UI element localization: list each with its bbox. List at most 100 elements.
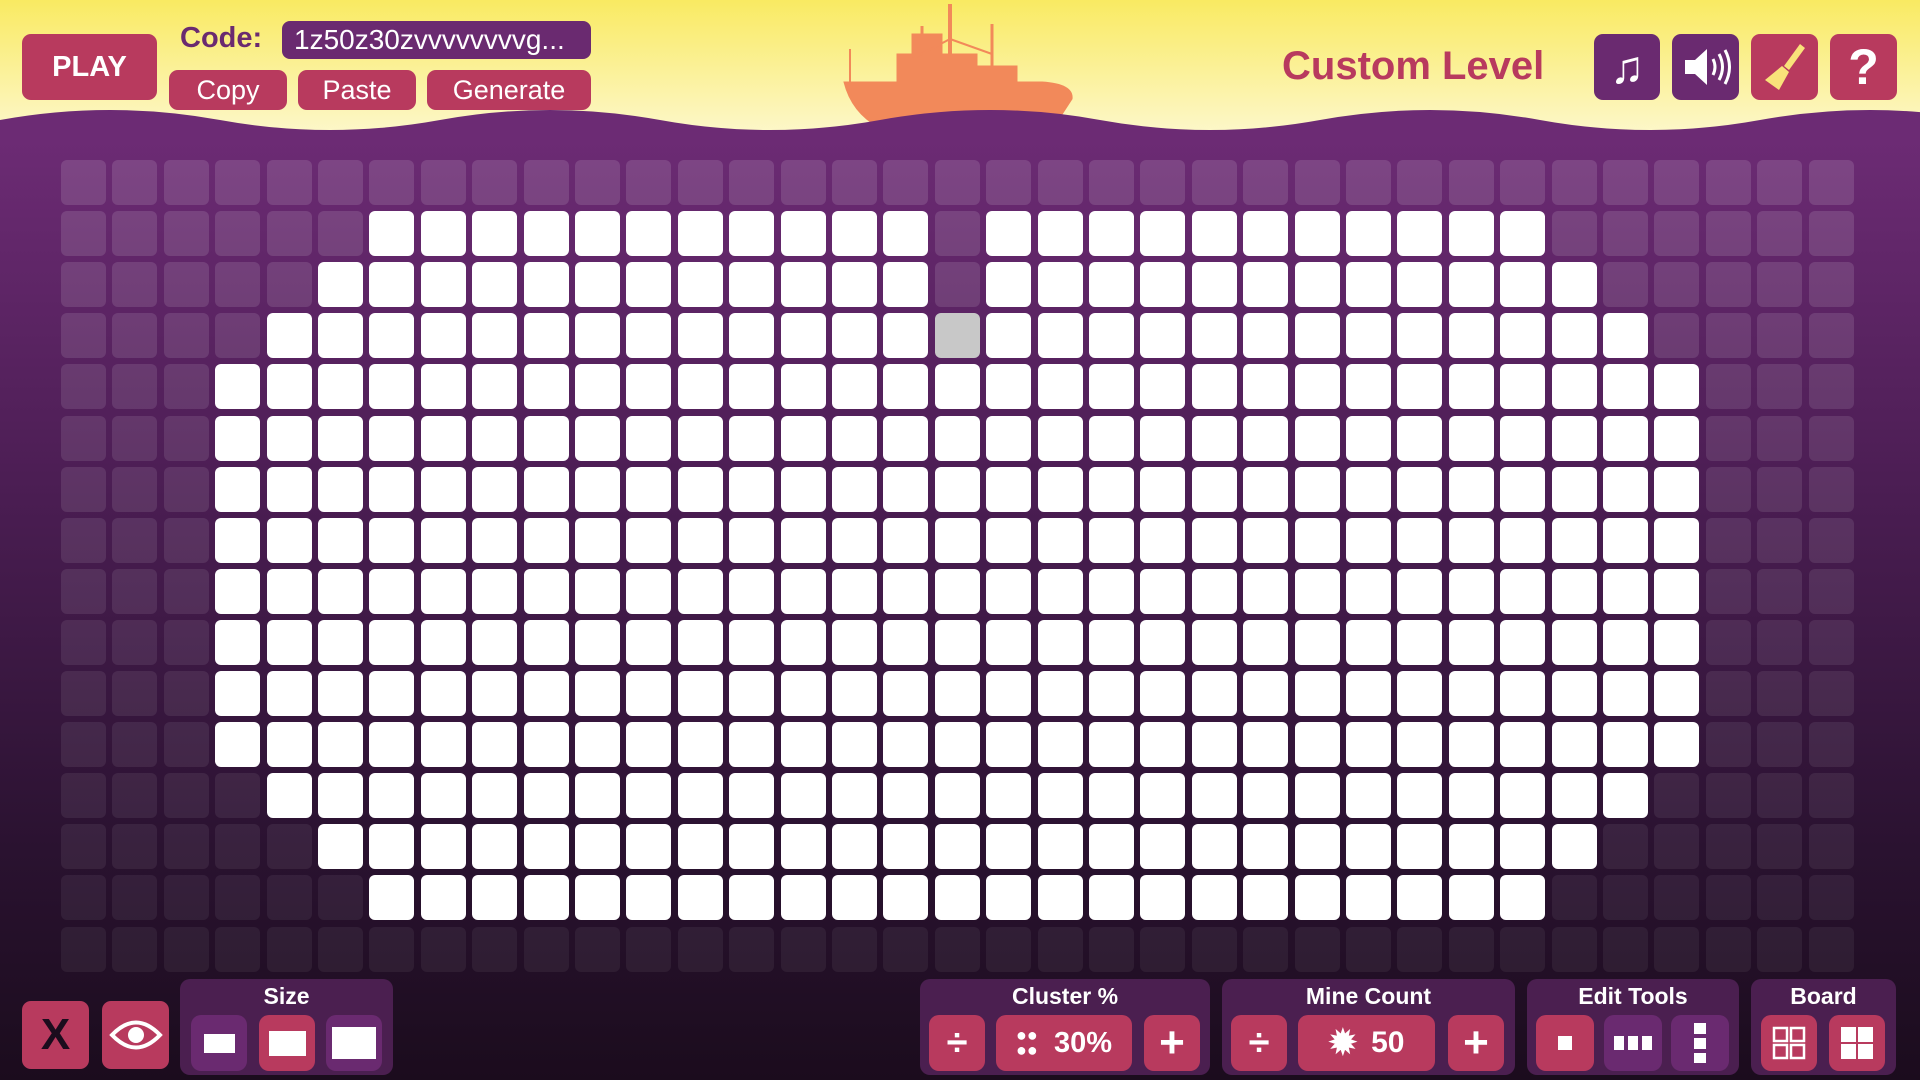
empty-cell[interactable] bbox=[1757, 722, 1803, 768]
active-cell[interactable] bbox=[318, 517, 363, 563]
active-cell[interactable] bbox=[1243, 466, 1289, 512]
active-cell[interactable] bbox=[1397, 773, 1443, 819]
active-cell[interactable] bbox=[472, 364, 518, 410]
active-cell[interactable] bbox=[1397, 364, 1443, 410]
empty-cell[interactable] bbox=[1705, 773, 1751, 819]
empty-cell[interactable] bbox=[1705, 671, 1751, 716]
active-cell[interactable] bbox=[729, 773, 775, 819]
empty-cell[interactable] bbox=[1346, 160, 1391, 205]
empty-cell[interactable] bbox=[215, 160, 261, 205]
empty-cell[interactable] bbox=[112, 262, 158, 308]
empty-cell[interactable] bbox=[523, 160, 569, 205]
active-cell[interactable] bbox=[1191, 671, 1237, 716]
empty-cell[interactable] bbox=[1808, 313, 1854, 359]
active-cell[interactable] bbox=[1089, 671, 1134, 716]
brush-button[interactable] bbox=[1751, 34, 1818, 100]
active-cell[interactable] bbox=[986, 568, 1032, 614]
active-cell[interactable] bbox=[318, 671, 363, 716]
empty-cell[interactable] bbox=[61, 466, 106, 512]
empty-cell[interactable] bbox=[1243, 160, 1289, 205]
active-cell[interactable] bbox=[575, 415, 620, 461]
active-cell[interactable] bbox=[420, 262, 466, 308]
empty-cell[interactable] bbox=[61, 926, 106, 972]
mine-decrease-button[interactable]: ÷ bbox=[1231, 1015, 1287, 1071]
active-cell[interactable] bbox=[420, 568, 466, 614]
active-cell[interactable] bbox=[1191, 415, 1237, 461]
active-cell[interactable] bbox=[318, 773, 363, 819]
active-cell[interactable] bbox=[215, 466, 261, 512]
active-cell[interactable] bbox=[369, 211, 415, 257]
active-cell[interactable] bbox=[883, 211, 929, 257]
active-cell[interactable] bbox=[1191, 619, 1237, 665]
active-cell[interactable] bbox=[780, 364, 826, 410]
empty-cell[interactable] bbox=[61, 722, 106, 768]
empty-cell[interactable] bbox=[1654, 824, 1700, 870]
empty-cell[interactable] bbox=[112, 773, 158, 819]
empty-cell[interactable] bbox=[1705, 568, 1751, 614]
empty-cell[interactable] bbox=[1397, 160, 1443, 205]
active-cell[interactable] bbox=[1140, 517, 1186, 563]
active-cell[interactable] bbox=[1191, 364, 1237, 410]
active-cell[interactable] bbox=[883, 313, 929, 359]
empty-cell[interactable] bbox=[163, 875, 209, 921]
empty-cell[interactable] bbox=[163, 466, 209, 512]
size-large-button[interactable] bbox=[326, 1015, 382, 1071]
empty-cell[interactable] bbox=[986, 160, 1032, 205]
active-cell[interactable] bbox=[780, 415, 826, 461]
empty-cell[interactable] bbox=[318, 875, 363, 921]
active-cell[interactable] bbox=[420, 517, 466, 563]
empty-cell[interactable] bbox=[1705, 824, 1751, 870]
active-cell[interactable] bbox=[986, 517, 1032, 563]
active-cell[interactable] bbox=[1037, 517, 1083, 563]
active-cell[interactable] bbox=[1346, 875, 1391, 921]
active-cell[interactable] bbox=[1346, 517, 1391, 563]
active-cell[interactable] bbox=[1243, 262, 1289, 308]
active-cell[interactable] bbox=[1654, 517, 1700, 563]
empty-cell[interactable] bbox=[1500, 160, 1546, 205]
active-cell[interactable] bbox=[1500, 313, 1546, 359]
active-cell[interactable] bbox=[677, 262, 723, 308]
active-cell[interactable] bbox=[883, 466, 929, 512]
active-cell[interactable] bbox=[1089, 364, 1134, 410]
active-cell[interactable] bbox=[318, 722, 363, 768]
active-cell[interactable] bbox=[832, 364, 877, 410]
active-cell[interactable] bbox=[215, 415, 261, 461]
active-cell[interactable] bbox=[677, 568, 723, 614]
active-cell[interactable] bbox=[934, 466, 980, 512]
empty-cell[interactable] bbox=[1808, 364, 1854, 410]
empty-cell[interactable] bbox=[1191, 926, 1237, 972]
empty-cell[interactable] bbox=[215, 262, 261, 308]
empty-cell[interactable] bbox=[1808, 926, 1854, 972]
empty-cell[interactable] bbox=[1808, 824, 1854, 870]
active-cell[interactable] bbox=[1089, 211, 1134, 257]
empty-cell[interactable] bbox=[163, 262, 209, 308]
active-cell[interactable] bbox=[1037, 313, 1083, 359]
empty-cell[interactable] bbox=[1757, 262, 1803, 308]
empty-cell[interactable] bbox=[266, 262, 312, 308]
empty-cell[interactable] bbox=[1808, 722, 1854, 768]
active-cell[interactable] bbox=[1603, 313, 1648, 359]
active-cell[interactable] bbox=[832, 568, 877, 614]
active-cell[interactable] bbox=[626, 415, 672, 461]
size-medium-button[interactable] bbox=[259, 1015, 315, 1071]
empty-cell[interactable] bbox=[163, 211, 209, 257]
active-cell[interactable] bbox=[523, 619, 569, 665]
active-cell[interactable] bbox=[523, 671, 569, 716]
active-cell[interactable] bbox=[1140, 722, 1186, 768]
active-cell[interactable] bbox=[677, 364, 723, 410]
active-cell[interactable] bbox=[986, 466, 1032, 512]
active-cell[interactable] bbox=[1191, 211, 1237, 257]
active-cell[interactable] bbox=[1448, 415, 1494, 461]
empty-cell[interactable] bbox=[61, 568, 106, 614]
active-cell[interactable] bbox=[1551, 364, 1597, 410]
active-cell[interactable] bbox=[780, 722, 826, 768]
active-cell[interactable] bbox=[1243, 824, 1289, 870]
empty-cell[interactable] bbox=[934, 926, 980, 972]
empty-cell[interactable] bbox=[780, 160, 826, 205]
empty-cell[interactable] bbox=[1705, 619, 1751, 665]
empty-cell[interactable] bbox=[1191, 160, 1237, 205]
size-small-button[interactable] bbox=[191, 1015, 247, 1071]
active-cell[interactable] bbox=[986, 364, 1032, 410]
empty-cell[interactable] bbox=[1654, 875, 1700, 921]
active-cell[interactable] bbox=[523, 773, 569, 819]
